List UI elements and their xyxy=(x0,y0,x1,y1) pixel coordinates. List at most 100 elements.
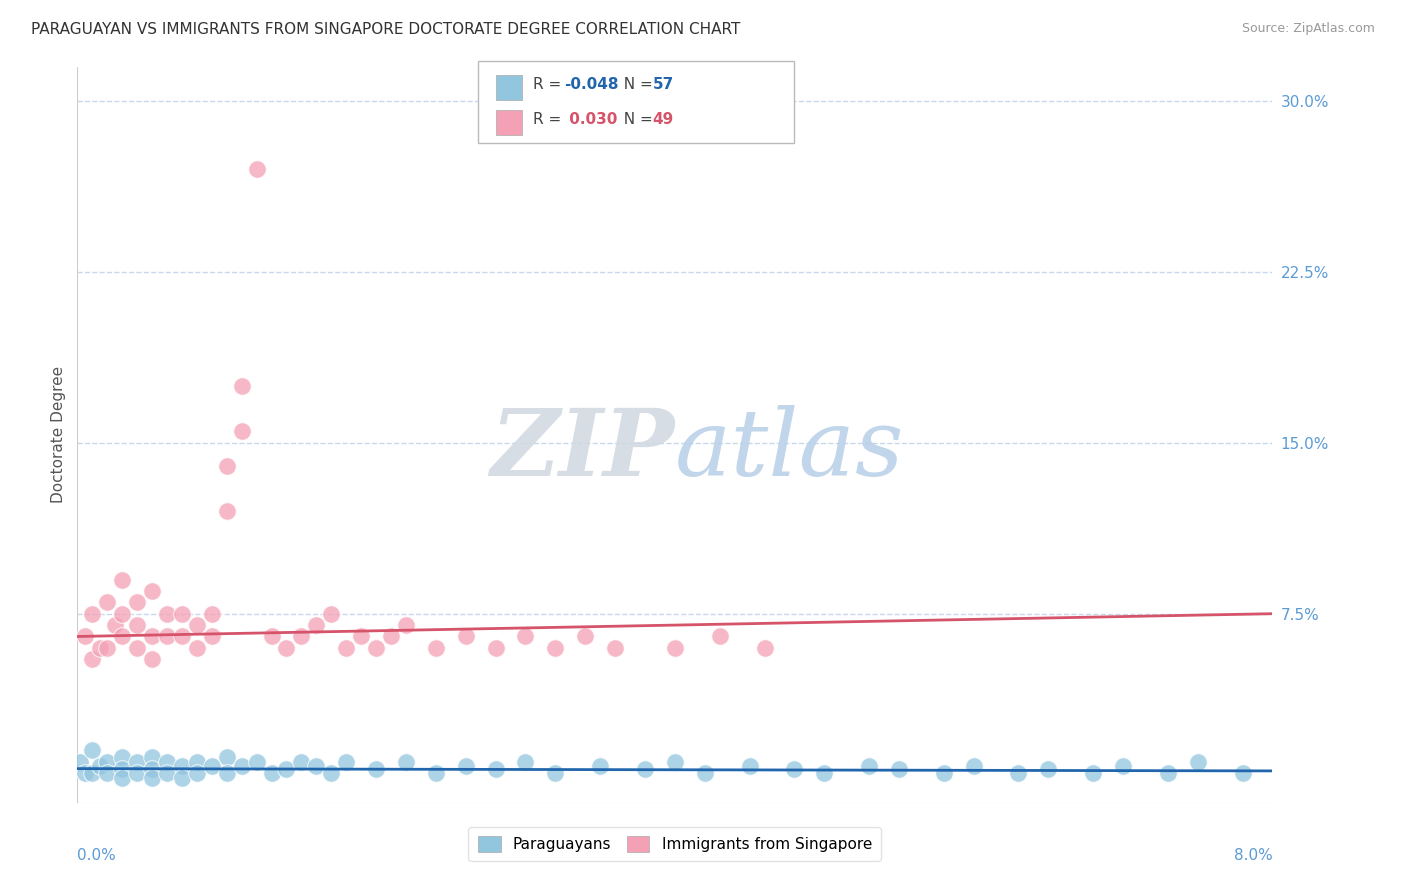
Y-axis label: Doctorate Degree: Doctorate Degree xyxy=(51,367,66,503)
Point xyxy=(156,755,179,769)
Point xyxy=(693,766,716,780)
Point xyxy=(664,755,686,769)
Point xyxy=(813,766,835,780)
Point xyxy=(111,762,134,776)
Point xyxy=(96,640,118,655)
Point xyxy=(574,630,596,644)
Point xyxy=(141,771,163,785)
Point xyxy=(73,766,96,780)
Point xyxy=(276,762,298,776)
Point xyxy=(186,766,208,780)
Point xyxy=(215,766,238,780)
Point xyxy=(111,607,134,621)
Point xyxy=(141,750,163,764)
Point xyxy=(783,762,806,776)
Point xyxy=(395,618,418,632)
Point xyxy=(1112,759,1135,773)
Point xyxy=(664,640,686,655)
Point xyxy=(738,759,761,773)
Point xyxy=(111,750,134,764)
Point xyxy=(127,766,149,780)
Point xyxy=(141,762,163,776)
Point xyxy=(186,755,208,769)
Point xyxy=(186,618,208,632)
Point xyxy=(290,755,312,769)
Point xyxy=(335,755,357,769)
Point xyxy=(127,640,149,655)
Point xyxy=(1232,766,1254,780)
Point xyxy=(156,607,179,621)
Point xyxy=(395,755,418,769)
Point xyxy=(246,162,269,177)
Point xyxy=(141,652,163,666)
Point xyxy=(141,630,163,644)
Point xyxy=(201,759,224,773)
Point xyxy=(1038,762,1060,776)
Point xyxy=(335,640,357,655)
Point xyxy=(89,640,111,655)
Point xyxy=(186,640,208,655)
Point xyxy=(485,640,508,655)
Point xyxy=(454,630,477,644)
Text: atlas: atlas xyxy=(675,405,904,494)
Point xyxy=(231,425,253,439)
Point xyxy=(170,630,193,644)
Point xyxy=(231,759,253,773)
Point xyxy=(305,759,328,773)
Text: Source: ZipAtlas.com: Source: ZipAtlas.com xyxy=(1241,22,1375,36)
Point xyxy=(201,607,224,621)
Point xyxy=(170,771,193,785)
Point xyxy=(156,630,179,644)
Text: 49: 49 xyxy=(652,112,673,127)
Point xyxy=(589,759,612,773)
Point xyxy=(350,630,373,644)
Point xyxy=(111,573,134,587)
Point xyxy=(96,755,118,769)
Point xyxy=(89,759,111,773)
Point xyxy=(887,762,910,776)
Text: 0.0%: 0.0% xyxy=(77,848,117,863)
Point xyxy=(215,750,238,764)
Point xyxy=(366,762,388,776)
Point xyxy=(366,640,388,655)
Point xyxy=(321,766,343,780)
Point xyxy=(111,630,134,644)
Point xyxy=(82,743,104,757)
Point xyxy=(215,504,238,518)
Legend: Paraguayans, Immigrants from Singapore: Paraguayans, Immigrants from Singapore xyxy=(468,827,882,862)
Point xyxy=(1157,766,1180,780)
Point xyxy=(69,755,91,769)
Point xyxy=(82,652,104,666)
Point xyxy=(605,640,627,655)
Text: R =: R = xyxy=(533,112,567,127)
Point xyxy=(111,771,134,785)
Point xyxy=(96,766,118,780)
Point xyxy=(170,607,193,621)
Point xyxy=(634,762,657,776)
Text: N =: N = xyxy=(614,112,658,127)
Point xyxy=(1187,755,1209,769)
Point xyxy=(290,630,312,644)
Point xyxy=(425,766,447,780)
Point xyxy=(127,755,149,769)
Point xyxy=(932,766,955,780)
Text: 0.030: 0.030 xyxy=(564,112,617,127)
Text: 57: 57 xyxy=(652,77,673,92)
Point xyxy=(544,640,567,655)
Text: N =: N = xyxy=(614,77,658,92)
Point xyxy=(73,630,96,644)
Point xyxy=(260,630,283,644)
Point xyxy=(82,607,104,621)
Text: 8.0%: 8.0% xyxy=(1233,848,1272,863)
Point xyxy=(454,759,477,773)
Point xyxy=(425,640,447,655)
Point xyxy=(141,583,163,598)
Point xyxy=(963,759,986,773)
Point xyxy=(709,630,731,644)
Point xyxy=(156,766,179,780)
Point xyxy=(1083,766,1105,780)
Point xyxy=(485,762,508,776)
Point xyxy=(127,618,149,632)
Point xyxy=(544,766,567,780)
Point xyxy=(754,640,776,655)
